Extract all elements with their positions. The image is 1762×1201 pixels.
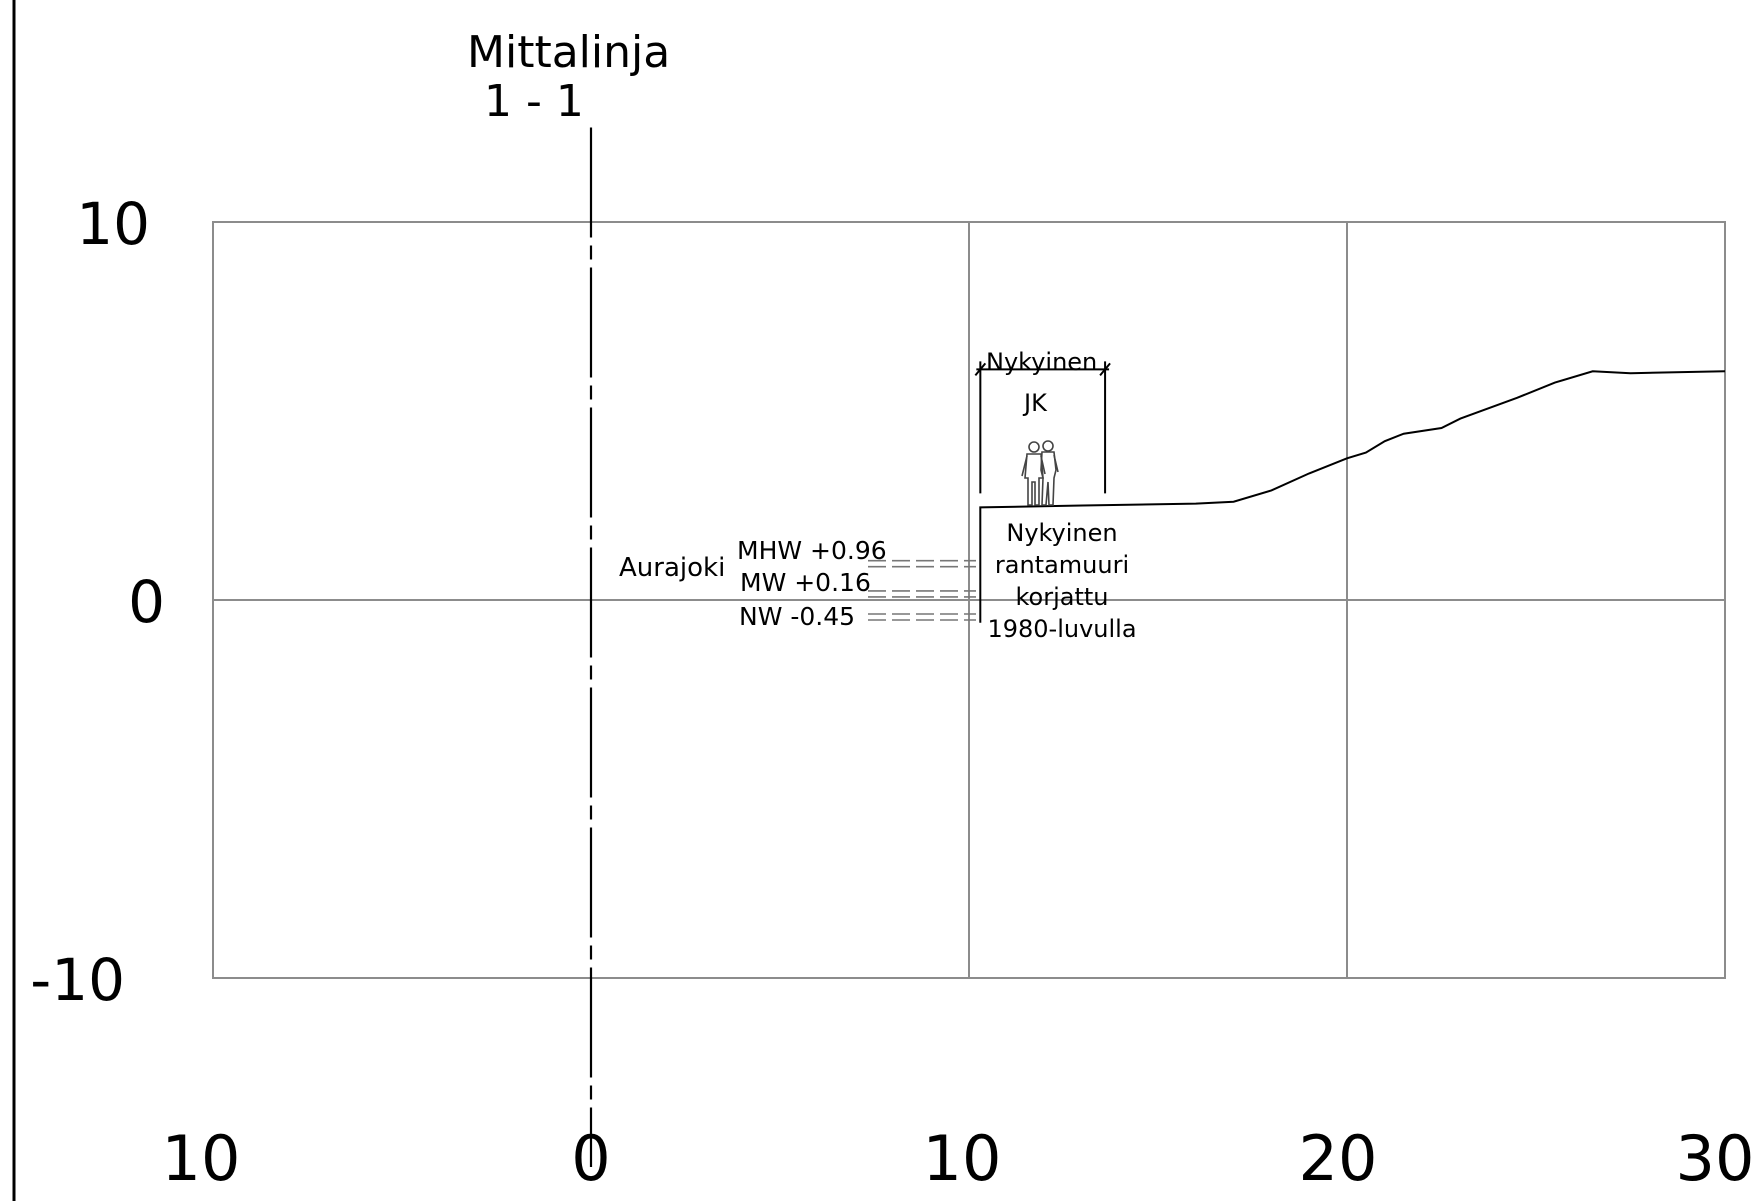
water-level-label: NW -0.45 — [739, 602, 855, 631]
walkway-label-top: Nykyinen — [986, 348, 1097, 376]
drawing-subtitle: 1 - 1 — [484, 76, 584, 127]
walkway-dimension: Nykyinen JK — [974, 348, 1111, 494]
x-axis-labels: 10 0 10 20 30 — [162, 1122, 1755, 1195]
walkway-tick-right — [1099, 362, 1111, 377]
wall-description: Nykyinen rantamuuri korjattu 1980-luvull… — [987, 519, 1136, 643]
y-tick-label: 0 — [128, 568, 165, 636]
walkway-tick-left — [974, 362, 987, 377]
terrain-profile — [979, 370, 1726, 623]
x-tick-label: 10 — [923, 1122, 1002, 1195]
wall-text-line: 1980-luvulla — [987, 615, 1136, 643]
drawing-title: Mittalinja — [467, 27, 670, 78]
walkway-label-mid: JK — [1022, 389, 1048, 417]
water-level-label: MHW +0.96 — [737, 536, 887, 565]
x-tick-label: 10 — [162, 1122, 241, 1195]
y-tick-label: 10 — [76, 190, 150, 258]
wall-text-line: rantamuuri — [995, 551, 1129, 579]
wall-text-line: korjattu — [1016, 583, 1109, 611]
pedestrians-icon — [1021, 440, 1059, 506]
wall-text-line: Nykyinen — [1006, 519, 1117, 547]
x-tick-label: 20 — [1299, 1122, 1378, 1195]
water-levels: MHW +0.96 MW +0.16 NW -0.45 — [737, 536, 976, 631]
y-tick-label: -10 — [30, 946, 125, 1014]
y-axis-labels: 10 0 -10 — [30, 190, 165, 1014]
grid — [212, 221, 1726, 979]
river-label: Aurajoki — [619, 553, 725, 583]
water-level-label: MW +0.16 — [740, 568, 871, 597]
x-tick-label: 30 — [1676, 1122, 1755, 1195]
